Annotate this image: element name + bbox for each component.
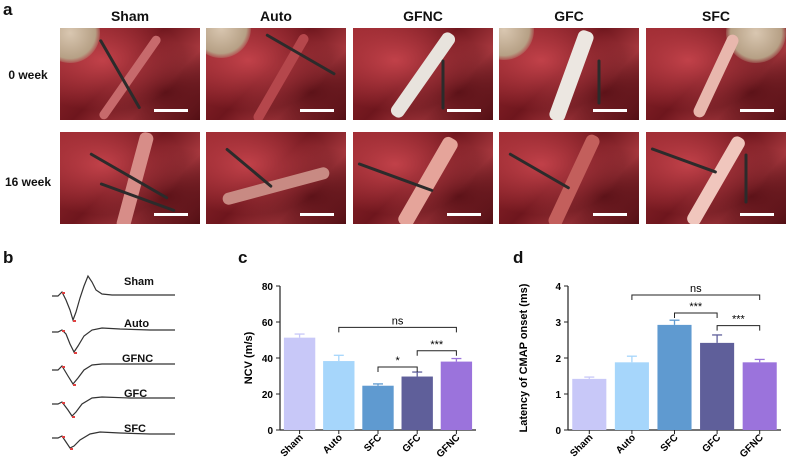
column-title-gfc: GFC — [554, 8, 584, 24]
photo-auto-0-week — [206, 28, 346, 120]
bar-sfc — [657, 324, 692, 430]
x-tick-label-sham: Sham — [568, 432, 595, 459]
column-title-sham: Sham — [110, 8, 150, 24]
photo-gfnc-16-week — [353, 132, 493, 224]
photo-gfnc-0-week — [353, 28, 493, 120]
y-tick-label: 80 — [262, 282, 274, 293]
x-tick-label-auto: Auto — [614, 432, 638, 456]
photo-sham-16-week — [60, 132, 200, 224]
y-tick-label: 20 — [262, 390, 274, 401]
x-tick-label-gfnc: GFNC — [435, 432, 463, 460]
trace-sham — [52, 274, 175, 322]
significance-bracket — [338, 326, 457, 333]
photo-gfc-16-week — [499, 132, 639, 224]
x-tick-label-sham: Sham — [279, 432, 306, 459]
photo-sfc-16-week — [646, 132, 786, 224]
x-tick-label-gfc: GFC — [401, 432, 424, 455]
significance-label: ns — [690, 283, 702, 295]
column-title-auto: Auto — [260, 8, 292, 24]
bar-gfc — [700, 342, 735, 430]
x-tick-label-sfc: SFC — [362, 432, 384, 454]
row-label-16-week: 16 week — [4, 175, 52, 189]
y-axis-label: Latency of CMAP onset (ms) — [518, 283, 530, 432]
bar-auto — [614, 362, 649, 430]
y-tick-label: 3 — [555, 318, 561, 329]
trace-label-sfc: SFC — [124, 423, 146, 435]
significance-label: *** — [732, 314, 746, 326]
y-tick-label: 4 — [555, 282, 561, 293]
photo-sfc-0-week — [646, 28, 786, 120]
bar-gfnc — [742, 362, 777, 430]
significance-bracket — [631, 294, 761, 300]
bar-sham — [283, 337, 316, 430]
trace-sfc — [52, 431, 175, 449]
y-tick-label: 1 — [555, 390, 561, 401]
x-tick-label-sfc: SFC — [659, 432, 681, 454]
trace-auto — [52, 327, 175, 354]
panel-c-letter: c — [238, 248, 248, 267]
y-axis-label: NCV (m/s) — [243, 331, 255, 384]
significance-label: *** — [689, 301, 703, 313]
x-tick-label-auto: Auto — [321, 432, 345, 456]
bar-sham — [572, 378, 607, 430]
trace-gfc — [52, 396, 175, 417]
y-tick-label: 60 — [262, 318, 274, 329]
trace-label-gfnc: GFNC — [122, 353, 154, 365]
column-title-gfnc: GFNC — [403, 8, 443, 24]
trace-gfnc — [52, 363, 175, 386]
bar-gfc — [401, 376, 433, 430]
y-tick-label: 2 — [555, 354, 561, 365]
y-tick-label: 0 — [267, 426, 273, 437]
significance-label: ns — [392, 315, 404, 327]
x-tick-label-gfc: GFC — [701, 432, 724, 455]
significance-bracket — [674, 312, 718, 318]
significance-bracket — [377, 366, 418, 372]
row-label-0-week: 0 week — [8, 68, 48, 82]
significance-bracket — [416, 350, 457, 356]
bar-gfnc — [440, 361, 473, 430]
x-tick-label-gfnc: GFNC — [738, 432, 766, 460]
bar-auto — [323, 361, 355, 430]
bar-sfc — [362, 385, 394, 430]
panel-b-letter: b — [3, 248, 14, 267]
trace-label-gfc: GFC — [124, 388, 148, 400]
significance-label: * — [395, 355, 400, 367]
cmap-latency-bar-chart: Latency of CMAP onset (ms) 0 1 2 3 4 Sham Auto S… — [518, 282, 781, 460]
significance-label: *** — [430, 339, 444, 351]
trace-label-auto: Auto — [124, 318, 150, 330]
trace-label-sham: Sham — [124, 276, 154, 288]
significance-bracket — [716, 325, 761, 331]
panel-d-letter: d — [513, 248, 524, 267]
cmap-traces — [52, 274, 175, 450]
y-tick-label: 0 — [555, 426, 561, 437]
column-title-sfc: SFC — [702, 8, 730, 24]
y-tick-label: 40 — [262, 354, 274, 365]
photo-sham-0-week — [60, 28, 200, 120]
photo-auto-16-week — [206, 132, 346, 224]
photo-gfc-0-week — [499, 28, 639, 120]
panel-a-letter: a — [3, 0, 13, 19]
